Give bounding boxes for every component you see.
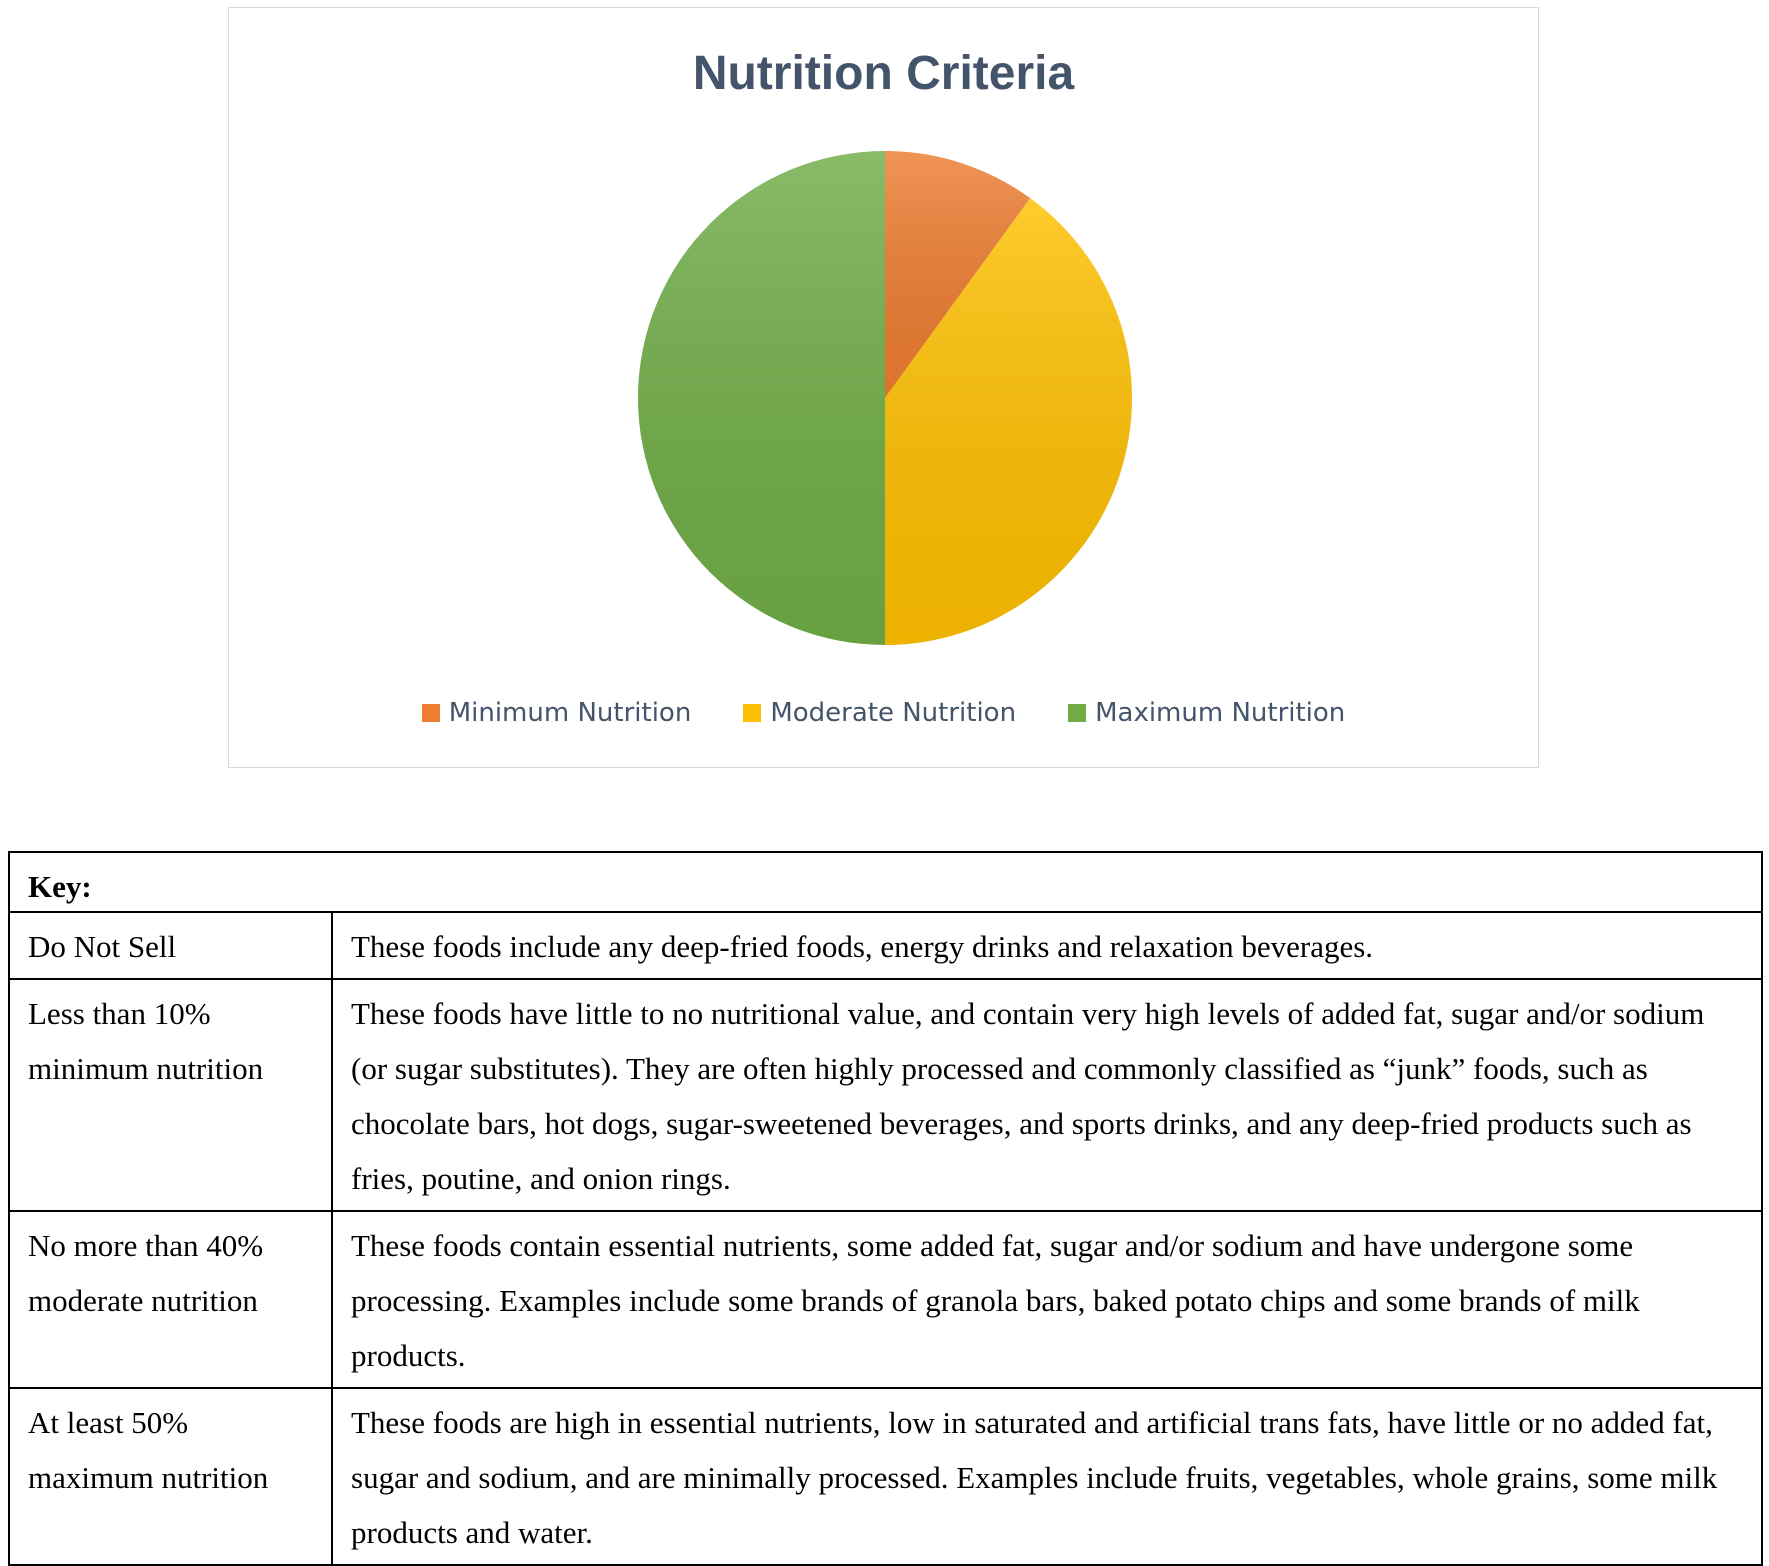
pie-slice-shading bbox=[638, 151, 885, 645]
key-category: Do Not Sell bbox=[8, 911, 333, 980]
key-header-row: Key: bbox=[8, 851, 1763, 913]
legend-item-maximum: Maximum Nutrition bbox=[1068, 698, 1345, 728]
legend-swatch-maximum bbox=[1068, 704, 1087, 722]
key-table: Key: Do Not Sell These foods include any… bbox=[8, 851, 1763, 1566]
key-row-do-not-sell: Do Not Sell These foods include any deep… bbox=[8, 911, 1763, 980]
key-row-minimum: Less than 10% minimum nutrition These fo… bbox=[8, 978, 1763, 1212]
legend-item-minimum: Minimum Nutrition bbox=[421, 698, 692, 728]
legend-swatch-minimum bbox=[421, 704, 440, 722]
key-row-moderate: No more than 40% moderate nutrition Thes… bbox=[8, 1210, 1763, 1389]
key-category: Less than 10% minimum nutrition bbox=[8, 978, 333, 1212]
key-category: No more than 40% moderate nutrition bbox=[8, 1210, 333, 1389]
key-description: These foods contain essential nutrients,… bbox=[331, 1210, 1763, 1389]
key-description: These foods are high in essential nutrie… bbox=[331, 1387, 1763, 1566]
key-category: At least 50% maximum nutrition bbox=[8, 1387, 333, 1566]
legend-label-moderate: Moderate Nutrition bbox=[770, 698, 1017, 728]
pie-slice-shading bbox=[885, 151, 1031, 398]
chart-title: Nutrition Criteria bbox=[692, 47, 1075, 100]
key-description: These foods have little to no nutritiona… bbox=[331, 978, 1763, 1212]
key-row-maximum: At least 50% maximum nutrition These foo… bbox=[8, 1387, 1763, 1566]
chart-legend: Minimum Nutrition Moderate Nutrition Max… bbox=[229, 698, 1538, 728]
pie-slice-shading bbox=[885, 198, 1133, 646]
legend-label-minimum: Minimum Nutrition bbox=[448, 698, 692, 728]
chart-area: Nutrition Criteria Minimum Nutrition Mod… bbox=[228, 7, 1539, 768]
key-description: These foods include any deep-fried foods… bbox=[331, 911, 1763, 980]
legend-swatch-moderate bbox=[743, 704, 762, 722]
key-header: Key: bbox=[8, 851, 1763, 913]
pie-chart bbox=[638, 151, 1133, 646]
legend-item-moderate: Moderate Nutrition bbox=[743, 698, 1016, 728]
legend-label-maximum: Maximum Nutrition bbox=[1095, 698, 1346, 728]
